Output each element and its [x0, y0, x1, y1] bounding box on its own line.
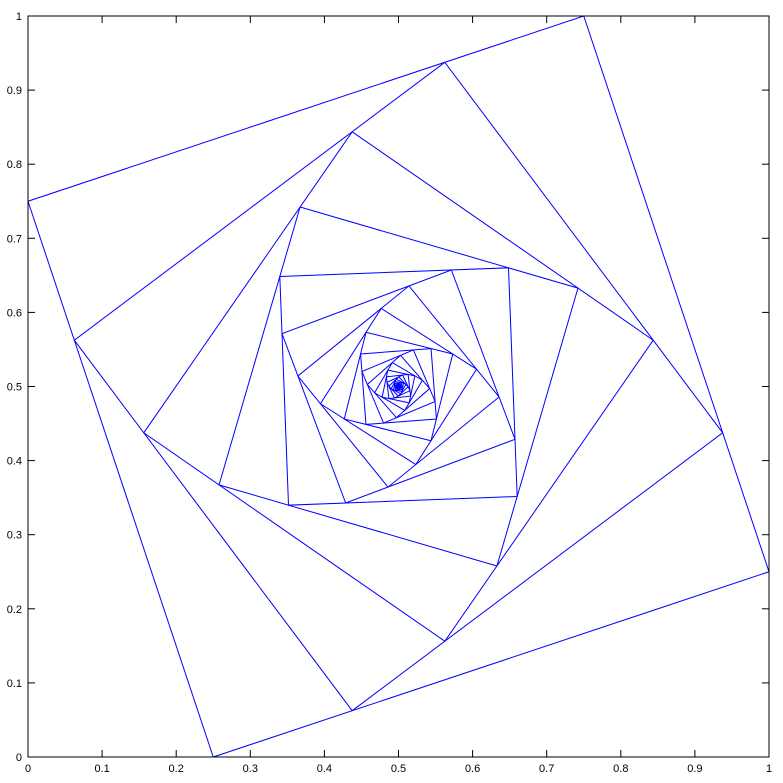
square-15 [385, 373, 412, 400]
x-tick-label: 0.3 [243, 763, 258, 775]
y-tick-label: 0.7 [7, 233, 22, 245]
y-tick-label: 0.4 [7, 456, 22, 468]
square-7 [297, 285, 500, 488]
square-11 [361, 349, 436, 424]
x-tick-label: 0.2 [169, 763, 184, 775]
square-6 [281, 269, 516, 504]
x-tick-label: 0.1 [94, 763, 109, 775]
y-tick-label: 0.2 [7, 604, 22, 616]
square-2 [73, 61, 724, 712]
square-13 [373, 362, 424, 412]
x-tick-label: 1 [766, 763, 772, 775]
axes: 0 0.1 0.2 0.3 0.4 0.5 0.6 0.7 0.8 0.9 1 0 0.1 0.2 0.3 0… [7, 11, 772, 775]
x-tick-label: 0.6 [465, 763, 480, 775]
y-tick-label: 0.6 [7, 307, 22, 319]
square-3 [143, 131, 654, 642]
square-5 [279, 267, 518, 506]
y-tick-label: 0.9 [7, 85, 22, 97]
square-8 [319, 307, 477, 466]
square-4 [218, 206, 579, 567]
x-tick-label: 0.8 [613, 763, 628, 775]
x-tick-label: 0.9 [687, 763, 702, 775]
x-tick-label: 0.4 [317, 763, 332, 775]
y-tick-label: 0.5 [7, 382, 22, 394]
square-14 [381, 369, 416, 404]
square-12 [366, 354, 431, 419]
x-tick-label: 0.5 [391, 763, 406, 775]
y-tick-label: 0.8 [7, 159, 22, 171]
y-tick-label: 1 [16, 11, 22, 23]
x-tick-label: 0 [25, 763, 31, 775]
square-10 [360, 348, 437, 425]
y-tick-label: 0.1 [7, 678, 22, 690]
y-tick-label: 0 [16, 752, 22, 764]
y-tick-label: 0.3 [7, 530, 22, 542]
x-tick-label: 0.7 [539, 763, 554, 775]
square-9 [343, 331, 454, 442]
